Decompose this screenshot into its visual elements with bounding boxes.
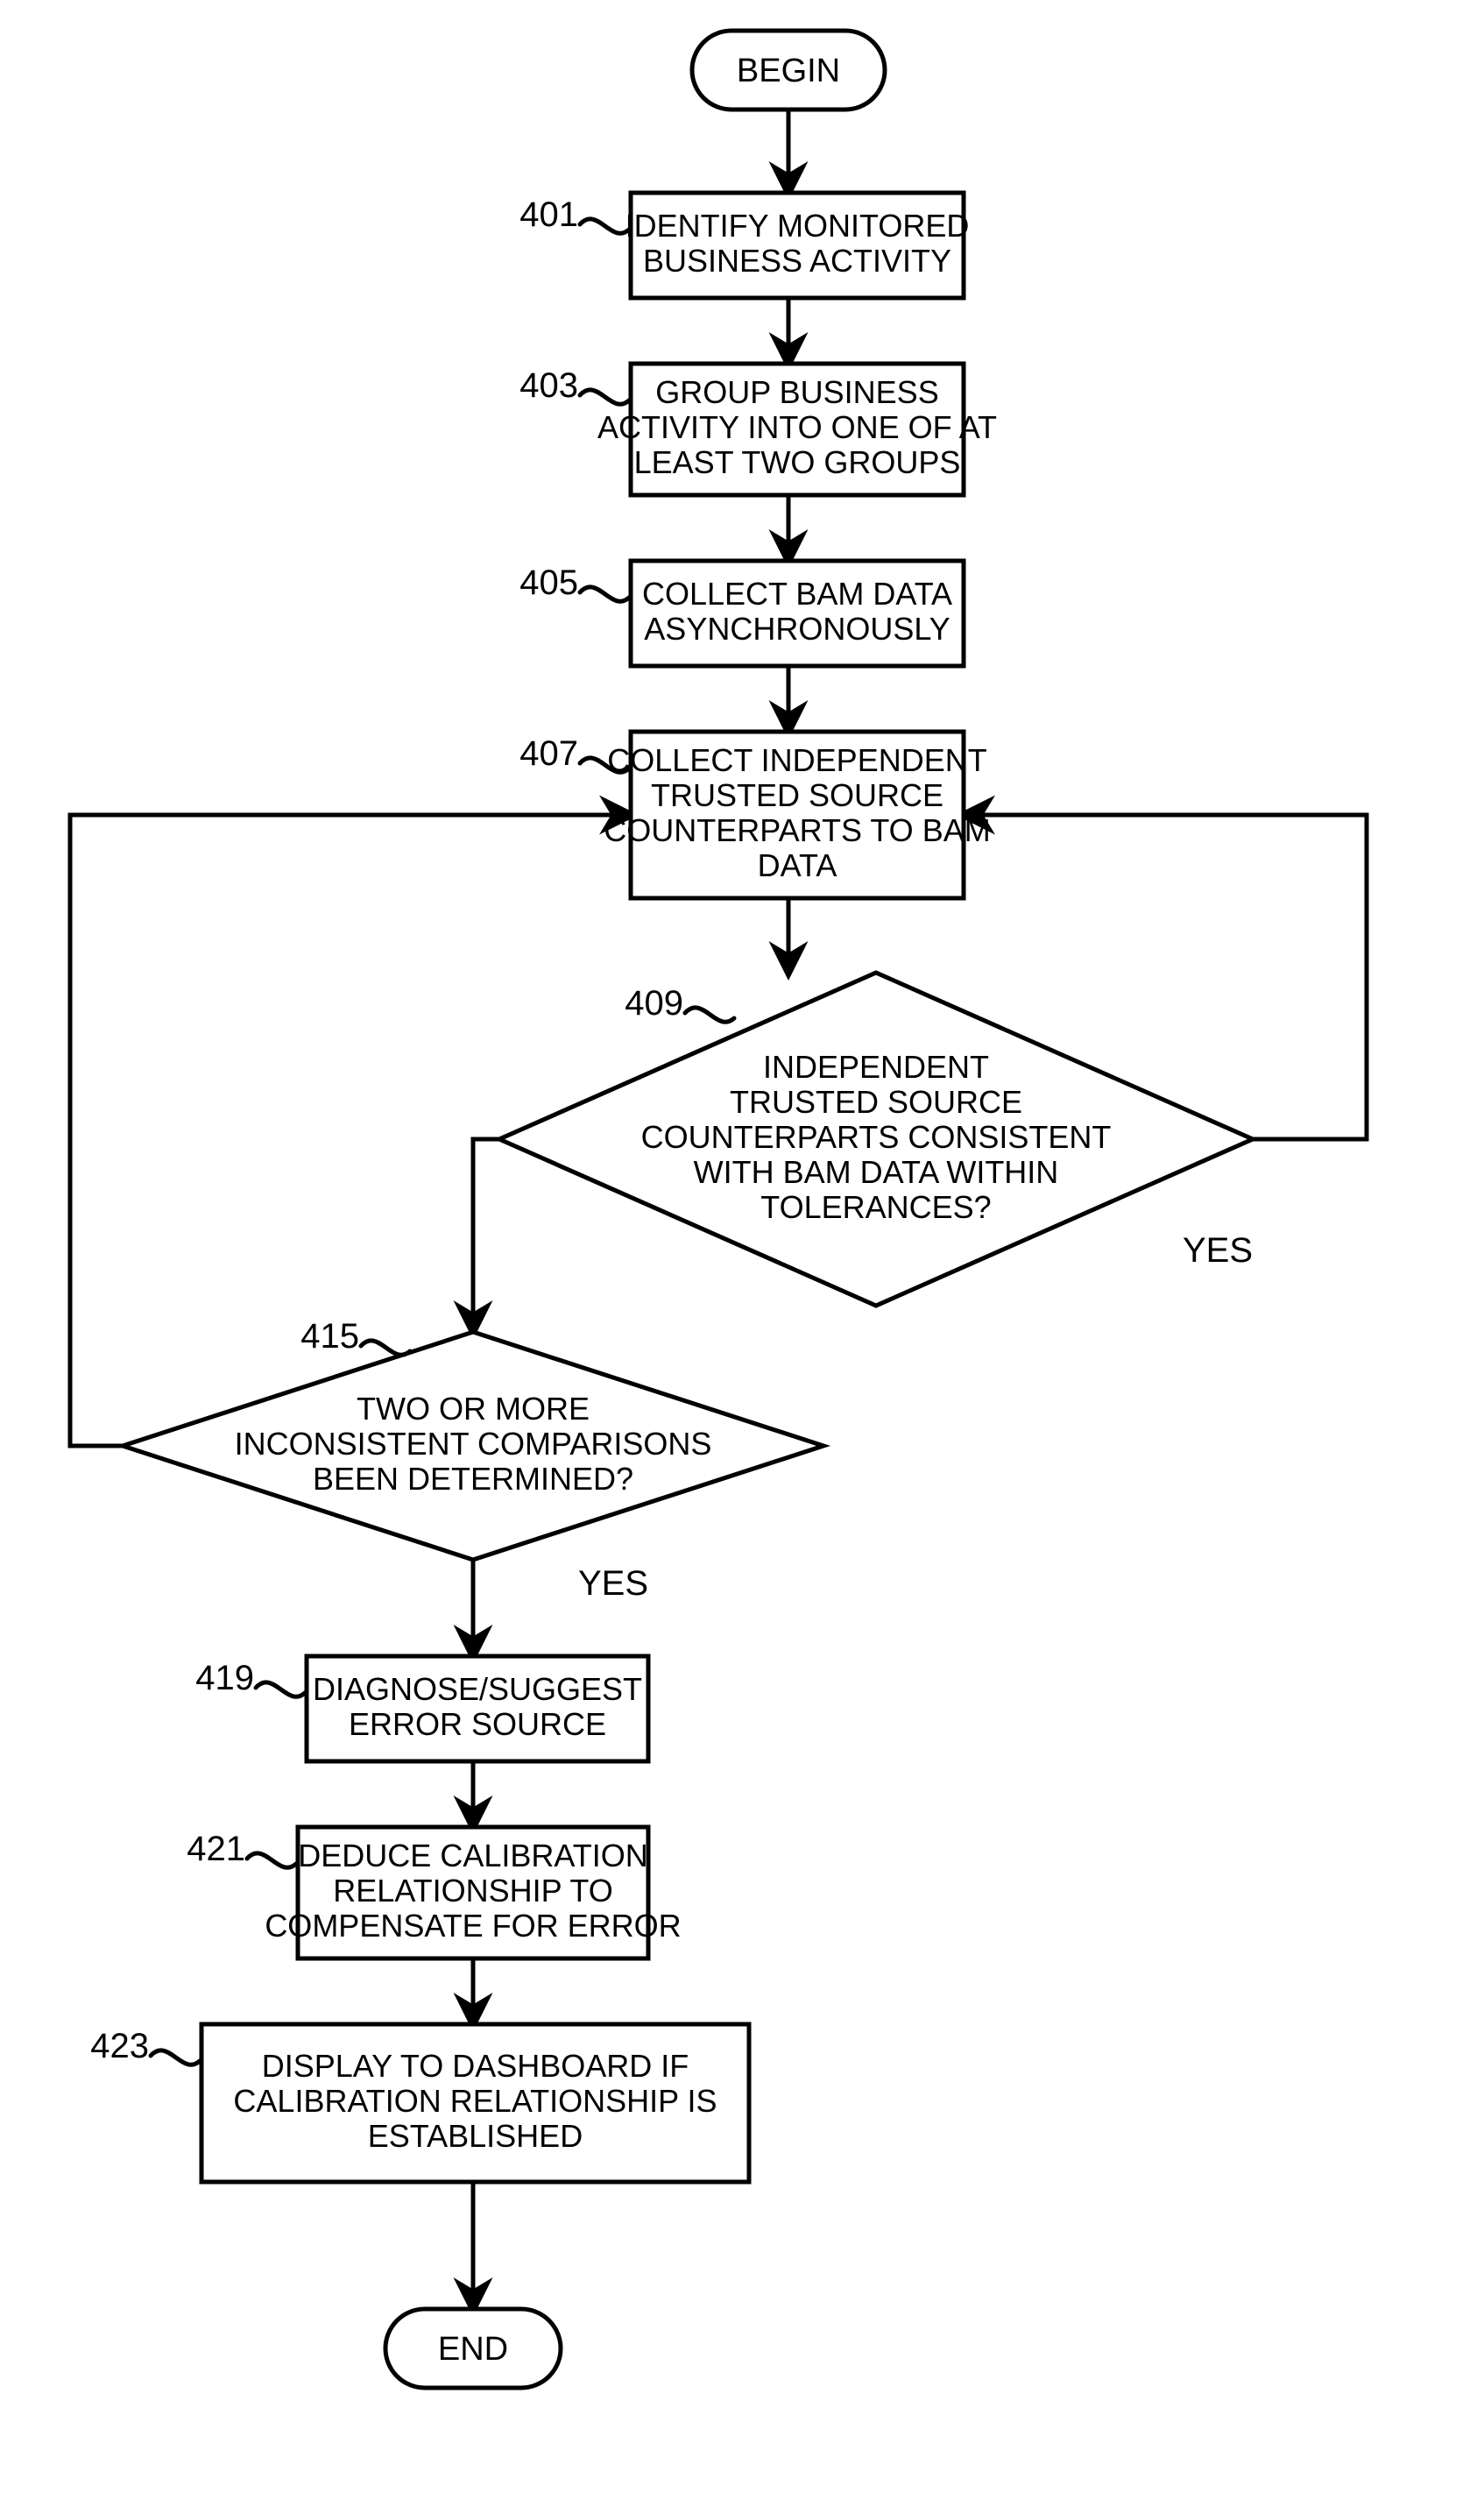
process-text: COUNTERPARTS TO BAM — [604, 812, 990, 848]
ref-label: 403 — [519, 366, 578, 405]
end-label: END — [438, 2331, 508, 2368]
decision-text: TWO OR MORE — [357, 1391, 590, 1427]
process-text: DIAGNOSE/SUGGEST — [313, 1671, 642, 1707]
process-text: TRUSTED SOURCE — [651, 777, 943, 813]
process-text: ACTIVITY INTO ONE OF AT — [597, 409, 997, 445]
ref-connector — [685, 1008, 734, 1022]
process-text: COLLECT BAM DATA — [642, 576, 952, 612]
decision-text: BEEN DETERMINED? — [313, 1461, 633, 1497]
ref-label: 405 — [519, 563, 578, 602]
process-text: COLLECT INDEPENDENT — [607, 742, 986, 778]
ref-label: 421 — [187, 1830, 245, 1868]
ref-label: 423 — [90, 2027, 149, 2065]
begin-label: BEGIN — [737, 53, 840, 89]
process-text: ESTABLISHED — [368, 2118, 583, 2154]
ref-connector — [580, 390, 629, 404]
ref-label: 409 — [625, 984, 683, 1023]
ref-connector — [580, 587, 629, 601]
ref-label: 401 — [519, 195, 578, 234]
edge-label: YES — [1183, 1231, 1253, 1270]
process-text: RELATIONSHIP TO — [333, 1873, 612, 1909]
process-text: ASYNCHRONOUSLY — [644, 611, 950, 647]
flowchart-canvas: YES YES BEGIN END IDENTIFY MONITOREDBUSINESS… — [0, 0, 1484, 2500]
edge-label: YES — [578, 1564, 648, 1603]
ref-connector — [247, 1853, 296, 1867]
decision-text: INDEPENDENT — [763, 1049, 989, 1085]
decision-text: TRUSTED SOURCE — [730, 1084, 1022, 1120]
process-text: BUSINESS ACTIVITY — [643, 243, 951, 279]
process-text: COMPENSATE FOR ERROR — [265, 1908, 681, 1944]
ref-connector — [361, 1341, 410, 1355]
ref-label: 419 — [195, 1659, 254, 1697]
process-text: GROUP BUSINESS — [655, 374, 938, 410]
ref-label: 407 — [519, 734, 578, 773]
decision-text: COUNTERPARTS CONSISTENT — [641, 1119, 1112, 1155]
process-text: ERROR SOURCE — [349, 1706, 606, 1742]
ref-connector — [580, 219, 629, 233]
decision-text: TOLERANCES? — [760, 1189, 991, 1225]
decision-text: WITH BAM DATA WITHIN — [694, 1154, 1059, 1190]
process-text: IDENTIFY MONITORED — [625, 208, 970, 244]
process-text: LEAST TWO GROUPS — [634, 444, 961, 480]
ref-connector — [256, 1682, 305, 1696]
process-text: DEDUCE CALIBRATION — [298, 1838, 647, 1873]
process-text: CALIBRATION RELATIONSHIP IS — [233, 2083, 717, 2119]
ref-label: 415 — [300, 1317, 359, 1356]
process-text: DATA — [758, 847, 837, 883]
ref-connector — [151, 2050, 200, 2064]
process-text: DISPLAY TO DASHBOARD IF — [262, 2048, 689, 2084]
edge — [473, 1139, 569, 1332]
decision-text: INCONSISTENT COMPARISONS — [235, 1426, 712, 1462]
